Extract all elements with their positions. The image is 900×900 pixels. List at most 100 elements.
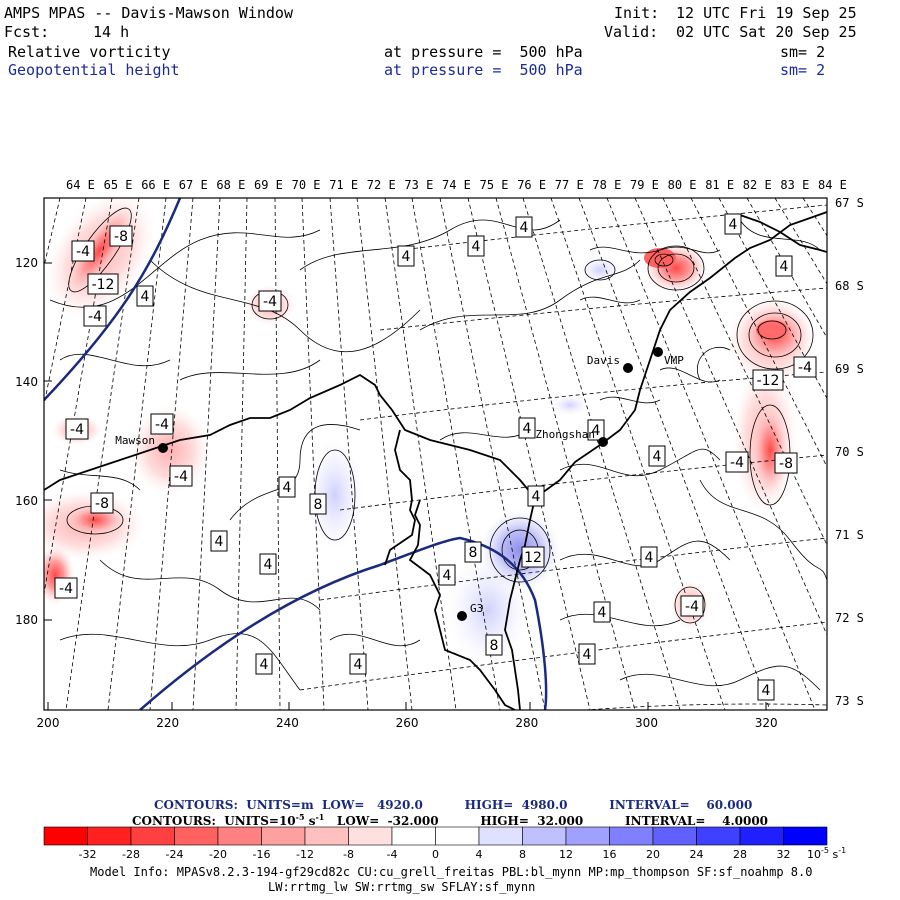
colorbar-label: 8 [519, 848, 526, 861]
colorbar-segment [522, 826, 567, 846]
left-tick-label: 120 [15, 256, 38, 270]
colorbar-label: -20 [209, 848, 227, 861]
contour-label: -4 [258, 290, 282, 312]
colorbar-segment [609, 826, 654, 846]
contour-label: -12 [87, 273, 119, 295]
lon-label: 68 E [216, 178, 245, 192]
svg-text:12: 12 [524, 550, 542, 566]
colorbar [43, 826, 828, 846]
svg-text:-4: -4 [263, 294, 277, 310]
bottom-tick-label: 240 [276, 716, 299, 730]
svg-text:4: 4 [520, 220, 529, 236]
svg-text:-4: -4 [174, 469, 188, 485]
svg-text:4: 4 [729, 217, 738, 233]
lon-label: 80 E [668, 178, 697, 192]
svg-text:4: 4 [264, 557, 273, 573]
init-label: Init: [614, 4, 660, 22]
chart-title: AMPS MPAS -- Davis-Mawson Window [4, 4, 293, 22]
colorbar-segment [565, 826, 610, 846]
coastline [44, 211, 827, 710]
bottom-tick-label: 260 [396, 716, 419, 730]
colorbar-label: -24 [166, 848, 184, 861]
contour-label: 4 [397, 245, 415, 267]
bottom-tick-label: 200 [37, 716, 60, 730]
svg-text:4: 4 [215, 534, 224, 550]
contour-label: 4 [518, 417, 536, 439]
station-marker: Zhongshan [535, 428, 608, 447]
svg-text:-4: -4 [155, 417, 169, 433]
colorbar-segment [696, 826, 741, 846]
svg-text:4: 4 [645, 550, 654, 566]
plot-border [43, 197, 828, 711]
colorbar-segment [391, 826, 436, 846]
station-label: Mawson [115, 434, 155, 447]
lon-label: 82 E [743, 178, 772, 192]
left-tick-label: 180 [15, 613, 38, 627]
colorbar-segment [43, 826, 88, 846]
model-info-line1: Model Info: MPASv8.2.3-194-gf29cd82c CU:… [90, 865, 813, 879]
lat-label: 71 S [835, 528, 864, 542]
bottom-tick-label: 320 [755, 716, 778, 730]
stations: Mawson Davis VMP Zhongshan G3 [115, 347, 684, 621]
contour-label: -4 [71, 240, 95, 262]
colorbar-labels: -32 -28 -24 -20 -16 -12 -8 -4 0 4 8 12 16 20 24 28 32 [79, 848, 791, 861]
field1-sm: sm= 2 [780, 43, 826, 61]
fcst-label: Fcst: [4, 23, 50, 41]
lon-label: 83 E [780, 178, 809, 192]
colorbar-segment [217, 826, 262, 846]
svg-text:4: 4 [402, 249, 411, 265]
contour-label: -4 [169, 465, 193, 487]
svg-text:8: 8 [469, 545, 478, 561]
contour-label: 8 [464, 541, 482, 563]
contour-label: 8 [485, 634, 503, 656]
lon-label: 64 E [66, 178, 95, 192]
svg-text:-8: -8 [95, 496, 109, 512]
svg-text:4: 4 [354, 657, 363, 673]
colorbar-label: 12 [559, 848, 573, 861]
station-label: Davis [587, 354, 620, 367]
fcst-value: 14 h [93, 23, 130, 41]
contour-label: 4 [757, 679, 775, 701]
colorbar-segment [435, 826, 480, 846]
lat-label: 70 S [835, 445, 864, 459]
svg-text:4: 4 [283, 480, 292, 496]
station-marker: G3 [457, 602, 483, 621]
svg-text:4: 4 [532, 489, 541, 505]
field2-level: at pressure = 500 hPa [384, 61, 583, 79]
svg-text:-8: -8 [779, 456, 793, 472]
lon-label: 71 E [329, 178, 358, 192]
contour-label: 4 [278, 476, 296, 498]
colorbar-label: 0 [432, 848, 439, 861]
left-tick-labels: 120 140 160 180 [15, 256, 38, 627]
bottom-tick-label: 280 [515, 716, 538, 730]
contour-label: -12 [752, 369, 784, 391]
lon-label: 69 E [254, 178, 283, 192]
colorbar-label: -4 [387, 848, 398, 861]
lon-label: 78 E [592, 178, 621, 192]
contour-label: -8 [774, 452, 798, 474]
contour-label: -8 [90, 492, 114, 514]
colorbar-label: 28 [733, 848, 747, 861]
contour-label: 12 [521, 546, 545, 568]
station-label: G3 [470, 602, 483, 615]
svg-text:-12: -12 [757, 373, 780, 389]
contour-label: 4 [136, 285, 154, 307]
colorbar-units: 10-5 s-1 [807, 846, 846, 861]
init-value: 12 UTC Fri 19 Sep 25 [676, 4, 857, 22]
longitude-labels: 64 E 65 E 66 E 67 E 68 E 69 E 70 E 71 E 72 E 73 E… [66, 178, 847, 192]
contour-label: 4 [775, 255, 793, 277]
contour-label: -4 [725, 451, 749, 473]
svg-text:4: 4 [260, 657, 269, 673]
contour-label: 4 [259, 553, 277, 575]
colorbar-label: 24 [690, 848, 704, 861]
lat-label: 72 S [835, 611, 864, 625]
model-info-line2: LW:rrtmg_lw SW:rrtmg_sw SFLAY:sf_mynn [268, 880, 536, 894]
contour-label: -8 [109, 225, 133, 247]
field2-sm: sm= 2 [780, 61, 826, 79]
lat-label: 69 S [835, 362, 864, 376]
station-marker: VMP [653, 347, 684, 367]
svg-text:8: 8 [314, 497, 323, 513]
svg-text:4: 4 [141, 289, 150, 305]
contour-label: 4 [578, 643, 596, 665]
